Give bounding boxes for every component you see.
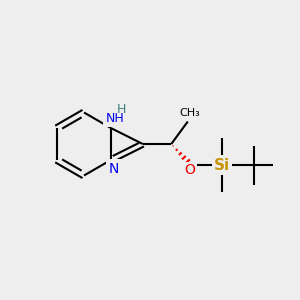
- Text: NH: NH: [106, 112, 124, 125]
- Text: O: O: [184, 163, 195, 177]
- Text: N: N: [109, 162, 119, 176]
- Text: CH₃: CH₃: [179, 108, 200, 118]
- Text: H: H: [117, 103, 127, 116]
- Text: Si: Si: [214, 158, 230, 172]
